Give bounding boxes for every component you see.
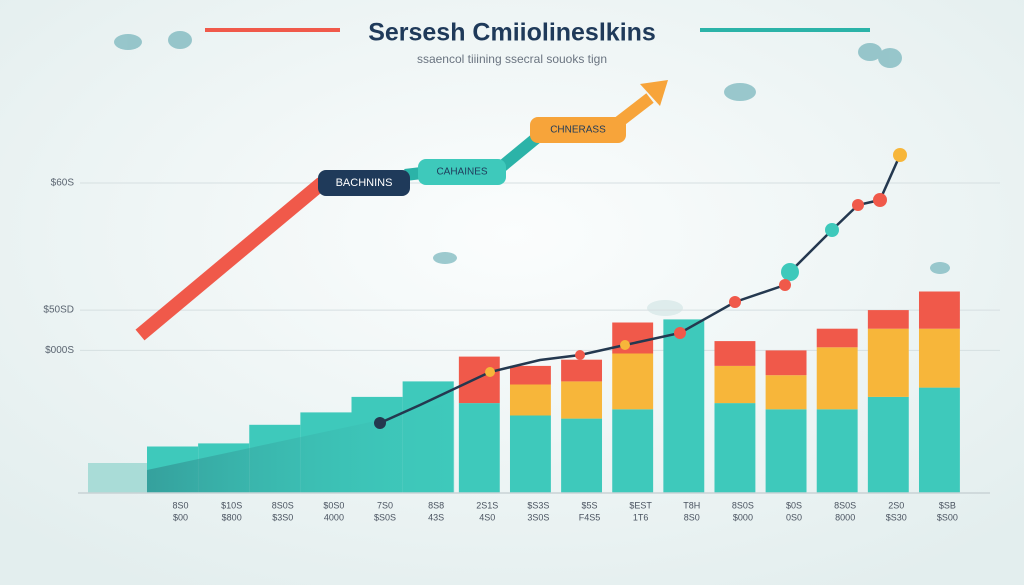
x-tick-label: T8H	[683, 500, 700, 510]
x-tick-label: 8000	[835, 512, 855, 522]
bar-segment	[561, 381, 603, 419]
decor-bar	[88, 463, 147, 493]
x-tick-label: $3S0	[272, 512, 293, 522]
x-tick-label: 8S0S	[272, 500, 294, 510]
y-tick-label: $50SD	[43, 305, 74, 316]
x-tick-label: $S30	[886, 512, 907, 522]
x-tick-label: 4S0	[479, 512, 495, 522]
annotation: CAHAINES	[436, 167, 487, 178]
bar-segment	[458, 403, 500, 493]
bar-segment	[509, 384, 551, 416]
x-tick-label: 0S0	[786, 512, 802, 522]
annotation: CHNERASS	[550, 125, 606, 136]
x-tick-label: F4S5	[579, 512, 601, 522]
x-tick-label: $SB	[939, 500, 956, 510]
x-tick-label: $0S	[786, 500, 802, 510]
bar-segment	[509, 415, 551, 493]
x-tick-label: $S00	[937, 512, 958, 522]
bar-segment	[561, 359, 603, 382]
bar-segment	[918, 291, 960, 329]
bar-segment	[816, 347, 858, 410]
x-tick-label: $S3S	[527, 500, 549, 510]
x-tick-label: 3S0S	[527, 512, 549, 522]
y-tick-label: $000S	[45, 345, 74, 356]
x-tick-label: $5S	[582, 500, 598, 510]
bar-segment	[765, 409, 807, 493]
x-tick-label: $EST	[629, 500, 652, 510]
bar-segment	[918, 387, 960, 493]
y-tick-label: $60S	[51, 178, 75, 189]
bar-segment	[714, 365, 756, 404]
x-tick-label: 8S0S	[732, 500, 754, 510]
bar-segment	[867, 310, 909, 329]
x-tick-label: 8S8	[428, 500, 444, 510]
bar-segment	[816, 328, 858, 348]
cloud-icons	[114, 31, 950, 316]
x-tick-label: 7S0	[377, 500, 393, 510]
x-tick-label: 43S	[428, 512, 444, 522]
bar-segment	[612, 322, 654, 354]
bar-segment	[765, 350, 807, 376]
x-tick-label: 2S0	[888, 500, 904, 510]
x-tick-label: 2S1S	[476, 500, 498, 510]
bar-segment	[509, 365, 551, 385]
annotation: BACHNINS	[336, 177, 393, 189]
bar-segment	[918, 328, 960, 388]
x-tick-label: $000	[733, 512, 753, 522]
growth-arrow	[135, 80, 668, 341]
x-tick-label: 8S0S	[834, 500, 856, 510]
bar-segment	[816, 409, 858, 493]
chart-subtitle: ssaencol tiiining ssecral souoks tign	[417, 52, 607, 66]
x-tick-label: $800	[222, 512, 242, 522]
trend-line	[374, 148, 907, 429]
bar-segment	[458, 356, 500, 404]
x-tick-label: $0S0	[323, 500, 344, 510]
x-tick-label: $S0S	[374, 512, 396, 522]
bar-segment	[612, 353, 654, 410]
x-tick-label: 8S0	[173, 500, 189, 510]
x-tick-label: 4000	[324, 512, 344, 522]
bar-segment	[714, 341, 756, 366]
bar-segment	[714, 403, 756, 493]
x-tick-label: 8S0	[684, 512, 700, 522]
bar-segment	[867, 396, 909, 493]
bar-segment	[612, 409, 654, 493]
bar-segment	[765, 375, 807, 410]
x-tick-label: 1T6	[633, 512, 649, 522]
bar-segment	[663, 319, 705, 493]
x-tick-label: $00	[173, 512, 188, 522]
bar-segment	[867, 328, 909, 397]
x-tick-label: $10S	[221, 500, 242, 510]
chart-title: Sersesh Cmiiolineslkins	[368, 19, 656, 47]
bar-segment	[561, 418, 603, 493]
